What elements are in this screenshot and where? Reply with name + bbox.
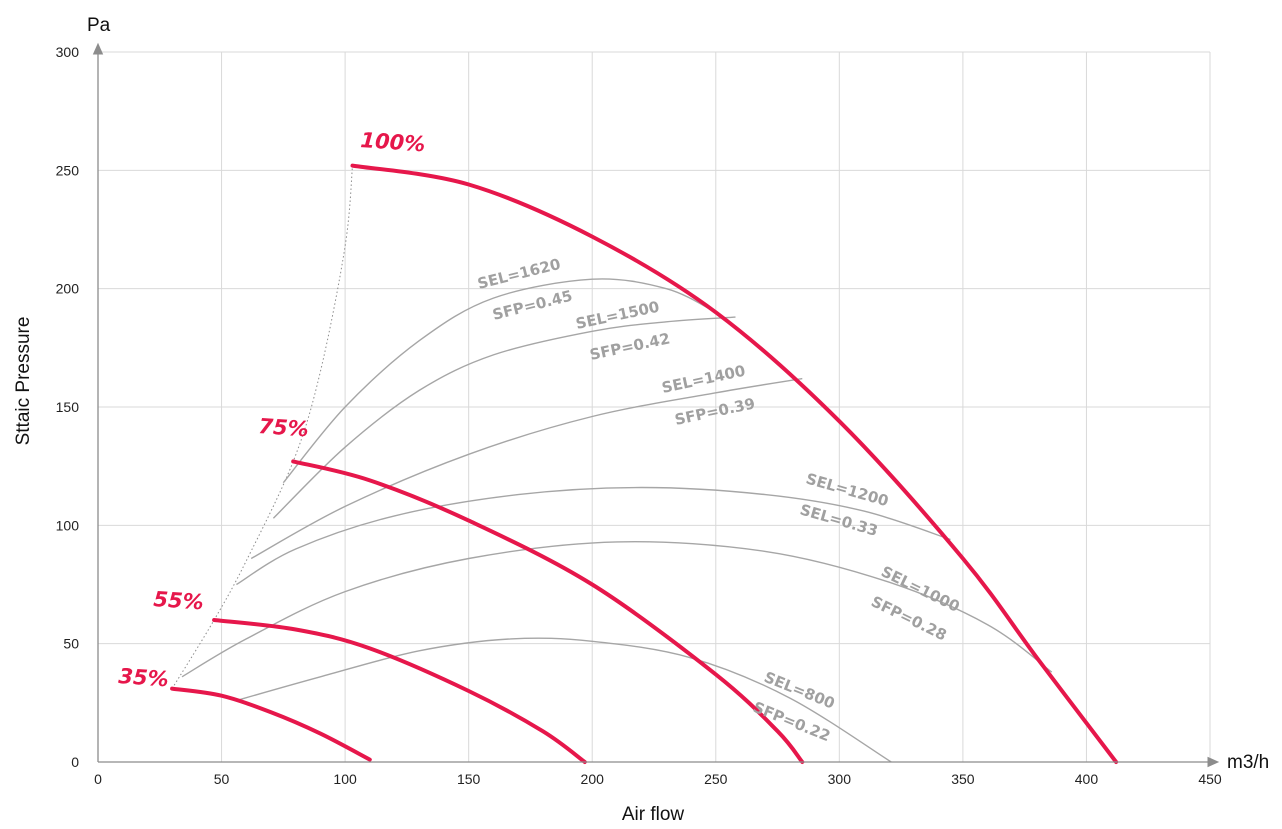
x-tick-label: 50 [214, 771, 230, 787]
system-curve-5 [236, 637, 892, 763]
y-axis-unit: Pa [87, 15, 111, 36]
system-curve-3 [236, 486, 951, 586]
sel-label: SEL=1620 [476, 255, 563, 293]
system-curves [181, 278, 1053, 763]
system-curve-0 [282, 278, 717, 484]
x-axis-unit: m3/h [1227, 752, 1269, 773]
x-tick-label: 300 [828, 771, 852, 787]
y-tick-label: 0 [71, 754, 79, 770]
y-tick-label: 200 [56, 281, 80, 297]
x-tick-label: 100 [333, 771, 357, 787]
sel-label: SEL=1400 [660, 362, 747, 397]
x-tick-label: 0 [94, 771, 102, 787]
x-tick-label: 250 [704, 771, 728, 787]
x-axis-label: Air flow [622, 804, 685, 825]
fan-curve-1 [291, 459, 805, 764]
fan-curve-2 [212, 618, 587, 764]
sfp-label: SFP=0.45 [491, 287, 575, 324]
x-tick-label: 200 [581, 771, 605, 787]
system-curve-1 [272, 316, 736, 519]
sfp-label: SFP=0.39 [673, 394, 757, 429]
y-tick-label: 100 [56, 517, 80, 533]
y-axis-label: Sttaic Pressure [13, 317, 34, 446]
y-tick-label: 150 [56, 399, 80, 415]
x-tick-label: 450 [1198, 771, 1222, 787]
system-curve-2 [250, 377, 803, 560]
tick-labels: 0 50 100 150 200 250 300 350 400 450 0 50 100 150 200 2… [56, 44, 1222, 787]
fan-curve-3 [170, 686, 372, 762]
sfp-label: SFP=0.42 [588, 329, 672, 364]
x-tick-label: 150 [457, 771, 481, 787]
fan-curve-label: 35% [118, 664, 170, 691]
x-tick-label: 350 [951, 771, 975, 787]
fan-curve-label: 100% [360, 128, 426, 156]
fan-curve-label: 55% [153, 587, 205, 614]
axes [92, 42, 1220, 768]
fan-curve-label: 75% [258, 414, 310, 441]
y-tick-label: 50 [63, 636, 79, 652]
fan-curve-0 [350, 163, 1119, 764]
fan-curves [170, 163, 1119, 764]
system-curve-4 [181, 541, 1053, 678]
grid [98, 51, 1211, 762]
y-tick-label: 300 [56, 44, 80, 60]
x-tick-label: 400 [1075, 771, 1099, 787]
y-tick-label: 250 [56, 162, 80, 178]
